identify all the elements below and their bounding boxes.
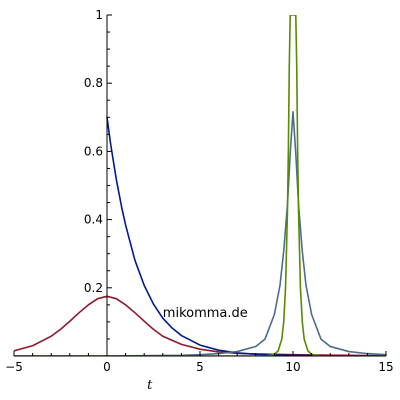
- ticks-layer: −5 0 5 10 15 0.2 0.4 0.6 0.8 1: [5, 8, 393, 374]
- y-tick-label: 1: [95, 8, 103, 22]
- series-line-4: [14, 15, 386, 356]
- watermark-annotation: mikomma.de: [163, 306, 248, 321]
- y-tick-label: 0.6: [84, 144, 103, 158]
- x-tick-label: 5: [196, 360, 204, 374]
- x-axis-label: t: [147, 378, 153, 393]
- x-tick-label: 0: [103, 360, 111, 374]
- y-tick-label: 0.4: [84, 213, 103, 227]
- x-tick-label: 15: [378, 360, 393, 374]
- x-tick-label: 10: [285, 360, 300, 374]
- y-tick-label: 0.8: [84, 76, 103, 90]
- y-tick-label: 0.2: [84, 281, 103, 295]
- x-tick-label: −5: [5, 360, 23, 374]
